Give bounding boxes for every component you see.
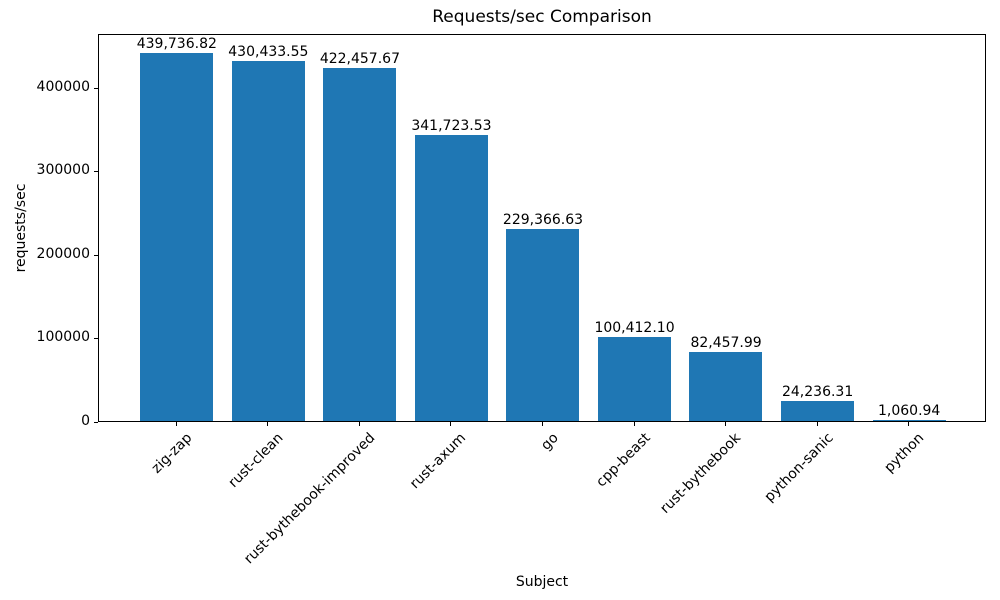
x-tick-label-text: python — [881, 430, 928, 476]
bar-go — [506, 229, 579, 421]
x-tick-label-text: python-sanic — [761, 430, 837, 506]
bar-cpp-beast — [598, 337, 671, 421]
x-tick-mark — [908, 422, 909, 426]
x-tick-label-text: rust-clean — [225, 430, 287, 491]
bar-value-label: 341,723.53 — [411, 118, 492, 134]
y-tick-mark — [94, 171, 98, 172]
y-tick-mark — [94, 255, 98, 256]
x-tick-mark — [359, 422, 360, 426]
bar-value-label: 1,060.94 — [878, 403, 941, 419]
x-axis-label: Subject — [515, 574, 569, 590]
y-tick-label: 300000 — [36, 162, 90, 178]
x-tick-label-text: rust-axum — [407, 430, 470, 493]
y-tick-label: 400000 — [36, 79, 90, 95]
y-tick-label: 0 — [81, 413, 90, 429]
bar-value-label: 439,736.82 — [136, 36, 217, 52]
x-tick-mark — [725, 422, 726, 426]
bar-python-sanic — [781, 400, 854, 421]
bar-value-label: 100,412.10 — [594, 320, 675, 336]
bar-value-label: 430,433.55 — [228, 44, 309, 60]
bar-value-label: 82,457.99 — [690, 335, 762, 351]
bar-rust-bythebook — [689, 352, 762, 421]
x-tick-label-text: go — [537, 430, 562, 454]
bar-value-label: 422,457.67 — [319, 51, 400, 67]
x-tick-mark — [450, 422, 451, 426]
bar-rust-axum — [415, 135, 488, 421]
y-tick-mark — [94, 422, 98, 423]
plot-area: 439,736.82 430,433.55 422,457.67 341,723.53… — [98, 34, 986, 422]
x-tick-label-text: zig-zap — [148, 430, 196, 477]
y-tick-mark — [94, 88, 98, 89]
x-tick-mark — [267, 422, 268, 426]
bar-zig-zap — [140, 53, 213, 421]
bar-rust-clean — [232, 61, 305, 421]
y-tick-label: 200000 — [36, 246, 90, 262]
x-tick-mark — [542, 422, 543, 426]
chart-title: Requests/sec Comparison — [432, 7, 652, 27]
y-tick-mark — [94, 338, 98, 339]
x-tick-mark — [817, 422, 818, 426]
bar-value-label: 229,366.63 — [502, 212, 584, 228]
x-tick-mark — [176, 422, 177, 426]
y-tick-label: 100000 — [36, 329, 90, 345]
x-tick-label-text: cpp-beast — [592, 430, 654, 491]
x-tick-mark — [634, 422, 635, 426]
bar-rust-bythebook-improved — [323, 67, 396, 421]
bar-value-label: 24,236.31 — [781, 384, 854, 400]
x-tick-label-text: rust-bythebook — [657, 430, 745, 517]
bar-python — [873, 420, 946, 421]
